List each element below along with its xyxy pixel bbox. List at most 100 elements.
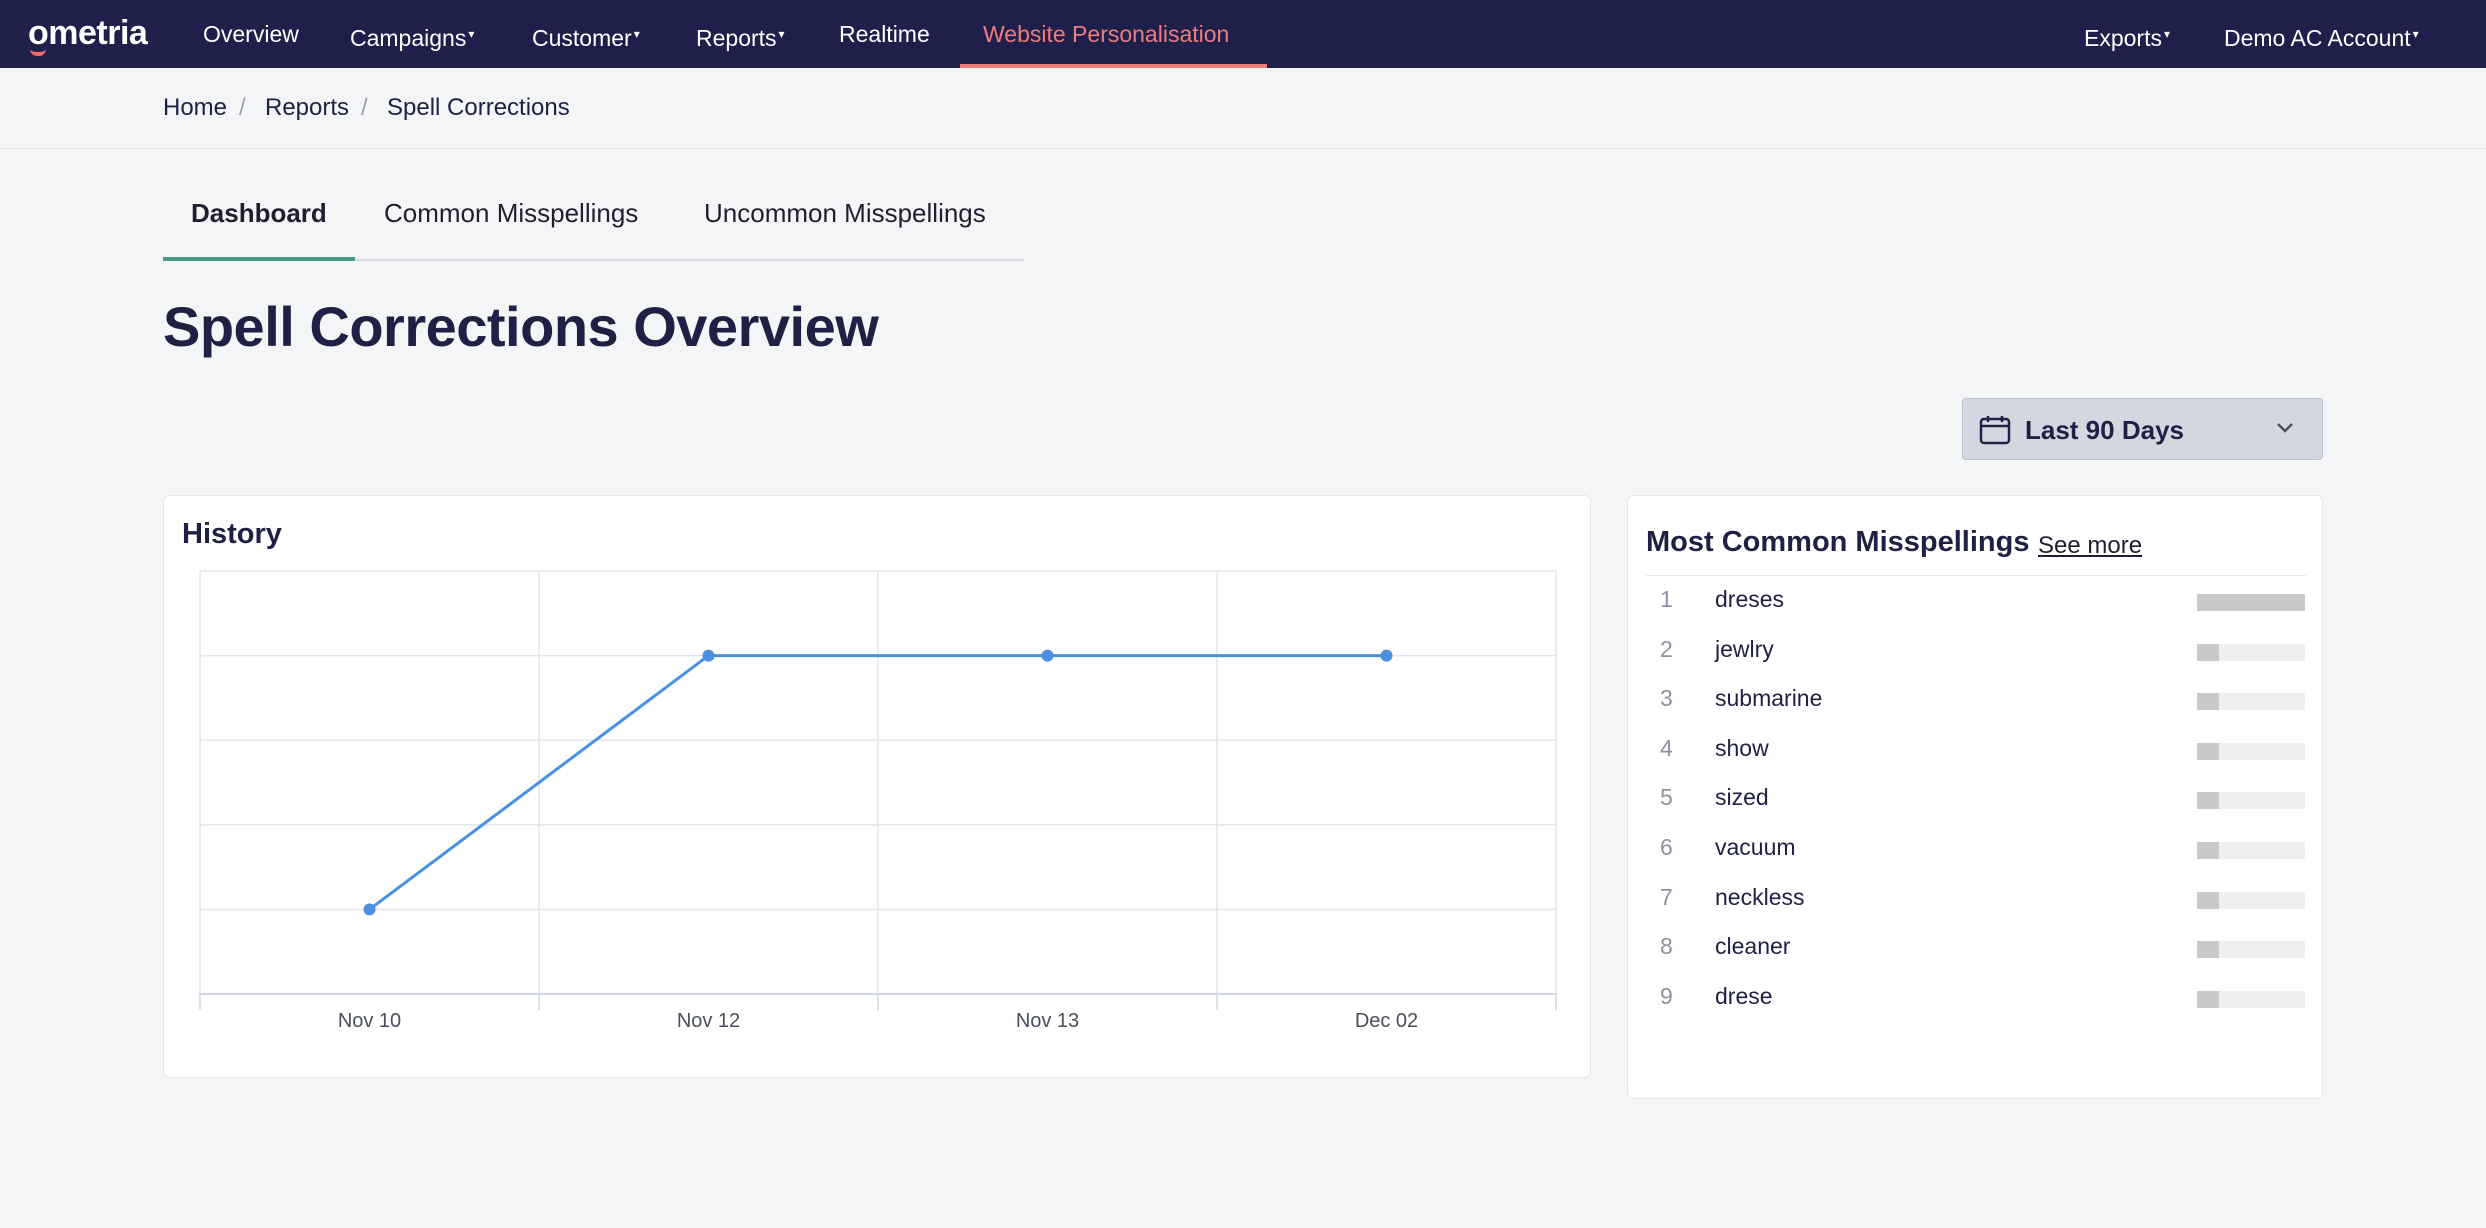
- misspelling-frequency-bar: [2197, 842, 2305, 859]
- misspelling-word: cleaner: [1715, 933, 1791, 960]
- nav-customer[interactable]: Customer ▾: [532, 0, 640, 68]
- misspelling-frequency-fill: [2197, 594, 2305, 611]
- nav-realtime[interactable]: Realtime: [839, 0, 930, 68]
- chart-x-label: Nov 12: [677, 1010, 740, 1032]
- chevron-down-icon: ▾: [633, 27, 640, 41]
- chart-x-label: Nov 10: [338, 1010, 401, 1032]
- list-item: 7 neckless: [1628, 878, 2324, 918]
- nav-reports-label: Reports: [696, 25, 777, 51]
- misspelling-frequency-fill: [2197, 990, 2219, 1008]
- chevron-down-icon: ▾: [2412, 27, 2419, 41]
- calendar-icon: [1979, 416, 2011, 445]
- misspelling-frequency-bar: [2197, 990, 2305, 1008]
- chart-data-point: [363, 903, 376, 916]
- chart-series-line: [368, 654, 1387, 911]
- date-range-label: Last 90 Days: [2025, 415, 2184, 445]
- misspelling-frequency-bar: [2197, 742, 2305, 760]
- tab-common-misspellings[interactable]: Common Misspellings: [384, 198, 639, 228]
- history-chart: Nov 10 Nov 12 Nov 13 Dec 02: [199, 570, 1557, 1032]
- breadcrumb-home[interactable]: Home: [163, 94, 228, 121]
- breadcrumb-reports[interactable]: Reports: [265, 94, 350, 121]
- nav-reports[interactable]: Reports ▾: [696, 0, 785, 68]
- active-nav-indicator: [960, 64, 1267, 68]
- nav-website-personalisation-label: Website Personalisation: [983, 21, 1230, 47]
- chevron-down-icon: ▾: [778, 27, 785, 41]
- misspelling-frequency-bar: [2197, 643, 2305, 661]
- list-item: 3 submarine: [1628, 679, 2324, 719]
- misspelling-rank: 5: [1660, 784, 1673, 811]
- chart-data-point: [1041, 649, 1054, 662]
- chart-x-label: Dec 02: [1355, 1010, 1418, 1032]
- see-more-link[interactable]: See more: [2038, 532, 2143, 559]
- misspelling-word: show: [1715, 734, 1769, 761]
- history-card: History Nov 10 Nov 12 Nov 13 Dec 02: [163, 495, 1591, 1078]
- chevron-down-icon: ▾: [2163, 27, 2171, 41]
- misspelling-rank: 1: [1660, 586, 1673, 612]
- logo-text: ometria: [28, 14, 148, 52]
- misspelling-frequency-fill: [2197, 891, 2219, 909]
- misspelling-rank: 3: [1660, 685, 1673, 712]
- nav-campaigns-label: Campaigns: [350, 25, 467, 51]
- misspelling-word: vacuum: [1715, 834, 1796, 860]
- nav-customer-label: Customer: [532, 25, 632, 51]
- ometria-logo[interactable]: ometria: [28, 14, 148, 56]
- top-nav: ometria Overview Campaigns ▾ Customer ▾ Re…: [0, 0, 2486, 68]
- page-title: Spell Corrections Overview: [163, 295, 879, 358]
- chart-data-point: [702, 649, 715, 662]
- breadcrumb: Home / Reports / Spell Corrections: [0, 68, 2486, 149]
- nav-overview[interactable]: Overview: [203, 0, 299, 68]
- misspelling-word: dreses: [1715, 586, 1785, 612]
- nav-campaigns[interactable]: Campaigns ▾: [350, 0, 474, 68]
- most-common-misspellings-card: Most Common Misspellings See more 1 drese…: [1627, 495, 2323, 1099]
- list-item: 1 dreses: [1628, 580, 2324, 620]
- misspelling-frequency-fill: [2197, 742, 2219, 760]
- nav-exports[interactable]: Exports ▾: [2084, 0, 2170, 68]
- nav-exports-label: Exports: [2084, 25, 2162, 51]
- misspelling-rank: 7: [1660, 883, 1673, 910]
- tab-uncommon-misspellings[interactable]: Uncommon Misspellings: [704, 198, 986, 228]
- misspelling-rank: 2: [1660, 635, 1673, 662]
- misspelling-frequency-bar: [2197, 594, 2305, 611]
- logo-smile-icon: [30, 49, 46, 56]
- misspelling-frequency-bar: [2197, 693, 2305, 711]
- nav-account-menu[interactable]: Demo AC Account ▾: [2224, 0, 2419, 68]
- misspelling-rank: 9: [1660, 982, 1673, 1009]
- breadcrumb-separator: /: [361, 94, 368, 121]
- nav-account-label: Demo AC Account: [2224, 25, 2411, 51]
- misspelling-frequency-fill: [2197, 842, 2219, 859]
- list-item: 5 sized: [1628, 778, 2324, 818]
- misspelling-rank: 8: [1660, 933, 1673, 960]
- misspelling-frequency-bar: [2197, 941, 2305, 959]
- tab-dashboard[interactable]: Dashboard: [191, 198, 327, 228]
- list-item: 8 cleaner: [1628, 927, 2324, 967]
- list-item: 6 vacuum: [1628, 828, 2324, 868]
- nav-overview-label: Overview: [203, 21, 299, 47]
- misspelling-rank: 6: [1660, 834, 1673, 860]
- nav-realtime-label: Realtime: [839, 21, 930, 47]
- misspelling-frequency-fill: [2197, 792, 2219, 810]
- chart-x-label: Nov 13: [1016, 1010, 1079, 1032]
- misspelling-word: submarine: [1715, 685, 1823, 712]
- chart-data-point: [1380, 649, 1393, 662]
- breadcrumb-current: Spell Corrections: [387, 94, 570, 121]
- misspelling-frequency-bar: [2197, 792, 2305, 810]
- list-item: 2 jewlry: [1628, 630, 2324, 670]
- misspelling-word: sized: [1715, 784, 1769, 811]
- list-divider: [1646, 575, 2306, 576]
- misspelling-word: neckless: [1715, 883, 1805, 910]
- date-range-dropdown[interactable]: Last 90 Days: [1962, 398, 2323, 460]
- misspelling-frequency-fill: [2197, 941, 2219, 959]
- misspelling-frequency-fill: [2197, 693, 2219, 711]
- breadcrumb-separator: /: [239, 94, 246, 121]
- misspelling-rank: 4: [1660, 734, 1673, 761]
- nav-website-personalisation[interactable]: Website Personalisation: [983, 0, 1229, 68]
- misspelling-word: drese: [1715, 982, 1773, 1009]
- misspelling-word: jewlry: [1715, 635, 1774, 662]
- chevron-down-icon: ▾: [468, 27, 475, 41]
- misspelling-frequency-fill: [2197, 643, 2219, 661]
- active-tab-indicator: [163, 257, 355, 261]
- list-item: 4 show: [1628, 729, 2324, 769]
- tab-bar-divider: [163, 259, 1024, 261]
- most-common-misspellings-title: Most Common Misspellings: [1646, 526, 2030, 558]
- chevron-down-icon: [2277, 423, 2293, 433]
